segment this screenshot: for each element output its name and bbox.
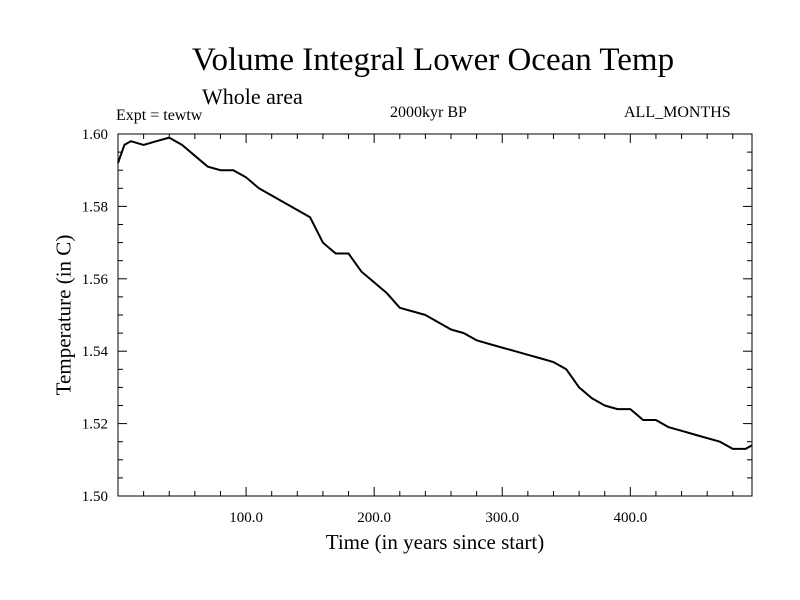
- y-tick-label: 1.56: [82, 272, 109, 288]
- x-tick-label: 100.0: [229, 510, 263, 526]
- y-tick-label: 1.52: [82, 417, 108, 433]
- y-tick-label: 1.58: [82, 199, 108, 215]
- months-label: ALL_MONTHS: [624, 104, 731, 121]
- x-axis-label: Time (in years since start): [325, 530, 545, 554]
- y-axis-label: Temperature (in C): [51, 234, 76, 396]
- series-line-temperature: [117, 136, 753, 450]
- y-tick-label: 1.50: [82, 489, 108, 505]
- x-tick-label: 200.0: [357, 510, 391, 526]
- chart-title: Volume Integral Lower Ocean Temp: [191, 42, 675, 78]
- x-tick-label: 300.0: [485, 510, 519, 526]
- y-tick-label: 1.60: [82, 127, 108, 143]
- chart-subtitle: Whole area: [202, 84, 303, 109]
- axis-ticks: 100.0 200.0 300.0 400.0 1.50 1.52 1.54 1.56 1.58…: [82, 127, 752, 526]
- period-label: 2000kyr BP: [390, 104, 467, 121]
- experiment-label: Expt = tewtw: [116, 107, 203, 124]
- y-tick-label: 1.54: [82, 344, 109, 360]
- x-tick-label: 400.0: [613, 510, 647, 526]
- plot-frame: [117, 133, 753, 497]
